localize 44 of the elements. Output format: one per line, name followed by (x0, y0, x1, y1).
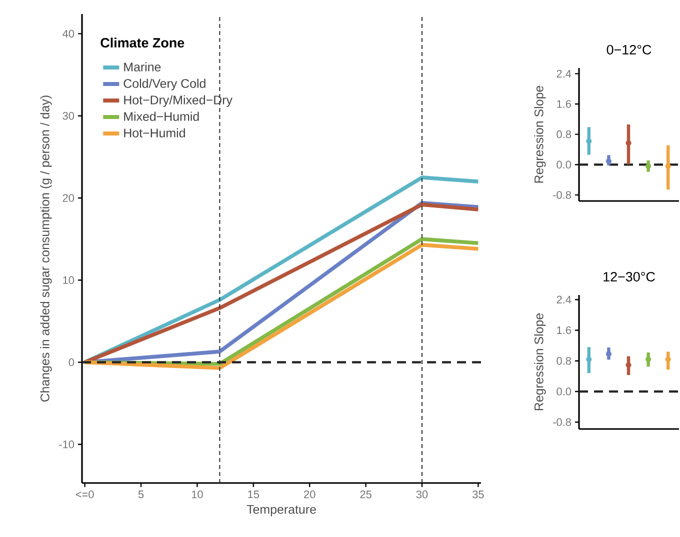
legend-title: Climate Zone (100, 38, 184, 48)
y-tick-label: 2.4 (556, 296, 572, 304)
y-tick-label: 2.4 (556, 70, 572, 78)
legend-label: Cold/Very Cold (124, 78, 206, 90)
y-tick-label: 0 (68, 358, 74, 366)
y-tick-label: -10 (59, 440, 74, 448)
point (665, 356, 671, 362)
y-tick-label: 1.6 (557, 100, 571, 108)
x-tick-label: 10 (192, 490, 203, 498)
y-tick-label: 0.0 (556, 160, 572, 168)
x-tick-label: 5 (138, 490, 144, 498)
x-tick-label: 35 (472, 490, 484, 498)
point (646, 163, 652, 169)
y-tick-label: 40 (62, 30, 74, 38)
y-axis-title: Changes in added sugar consumption (g / person / day) (40, 96, 52, 402)
y-tick-label: -0.8 (553, 191, 571, 199)
y-tick-label: 20 (62, 194, 74, 202)
x-tick-label: 20 (304, 490, 316, 498)
point (665, 163, 671, 169)
x-tick-label: 15 (248, 490, 260, 498)
x-tick-label: 25 (360, 490, 372, 498)
point (626, 362, 632, 368)
y-tick-label: -0.8 (553, 418, 571, 426)
chart-title: 12−30°C (604, 272, 655, 282)
legend-label: Hot−Dry/Mixed−Dry (124, 95, 232, 107)
point (586, 138, 592, 144)
y-axis-title: Regression Slope (534, 313, 546, 410)
y-tick-label: 30 (62, 112, 74, 120)
x-axis-title: Temperature (246, 505, 316, 516)
point (626, 140, 632, 146)
legend-label: Marine (124, 62, 161, 72)
x-tick-label: 30 (416, 490, 428, 498)
chart-title: 0−12°C (606, 44, 652, 54)
x-tick-label: <=0 (76, 490, 94, 498)
y-axis-title: Regression Slope (534, 86, 546, 183)
y-tick-label: 0.8 (556, 130, 571, 138)
y-tick-label: 1.6 (557, 326, 571, 334)
point (646, 356, 652, 362)
y-tick-label: 0.8 (556, 356, 571, 365)
y-tick-label: 0.0 (556, 388, 572, 396)
point (606, 351, 612, 357)
y-tick-label: 10 (63, 276, 74, 284)
legend-label: Mixed−Humid (124, 112, 199, 121)
legend-label: Hot−Humid (124, 128, 185, 138)
